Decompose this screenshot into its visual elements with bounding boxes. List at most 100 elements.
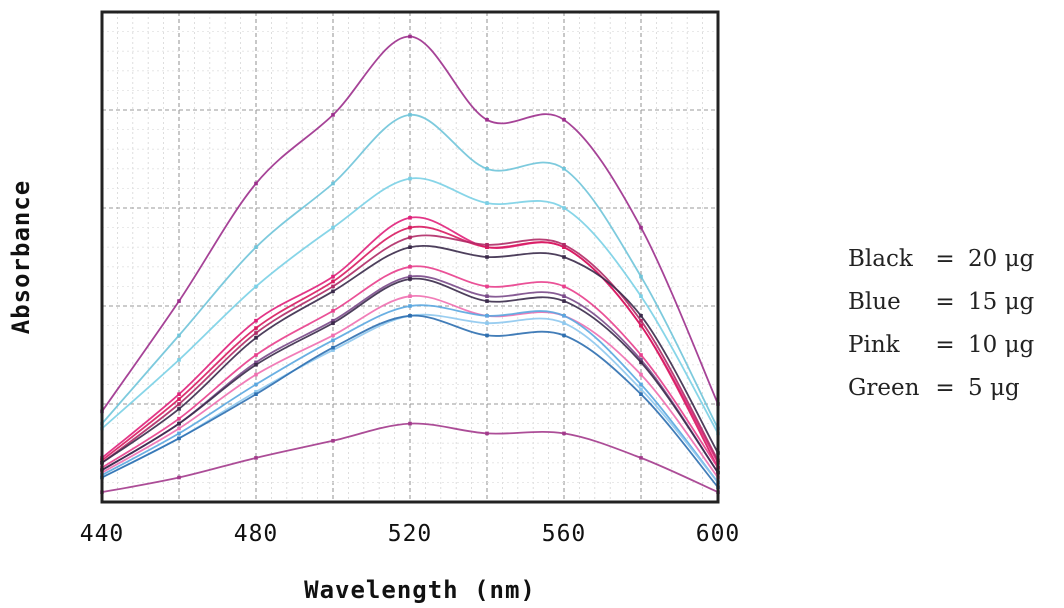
data-point [485, 314, 489, 318]
data-point [562, 255, 566, 259]
data-point [331, 290, 335, 294]
data-point [177, 422, 181, 426]
data-point [485, 201, 489, 205]
legend-label: Pink [848, 332, 901, 358]
legend-label: Green [848, 375, 920, 401]
legend-equals: = [935, 375, 954, 401]
legend-value: 15 μg [968, 289, 1035, 315]
data-point [639, 456, 643, 460]
data-point [331, 346, 335, 350]
data-point [177, 427, 181, 431]
data-point [485, 334, 489, 338]
data-point [331, 113, 335, 117]
data-point [408, 113, 412, 117]
legend-equals: = [935, 246, 954, 272]
data-point [485, 299, 489, 303]
data-point [485, 285, 489, 289]
data-point [331, 339, 335, 343]
data-point [639, 324, 643, 328]
data-point [408, 265, 412, 269]
data-point [408, 314, 412, 318]
data-point [639, 226, 643, 230]
data-point [254, 392, 258, 396]
legend-value: 20 μg [968, 246, 1035, 272]
legend-value: 10 μg [968, 332, 1035, 358]
data-point [485, 321, 489, 325]
data-point [562, 285, 566, 289]
data-point [485, 118, 489, 122]
data-point [177, 402, 181, 406]
x-tick-label: 480 [234, 521, 279, 547]
data-point [331, 321, 335, 325]
legend-label: Blue [848, 289, 901, 315]
data-point [254, 336, 258, 340]
legend: Black = 20 μg Blue = 15 μg Pink = 10 μg Green = 5 μ… [848, 246, 1035, 401]
x-tick-labels: 440 480 520 560 600 [80, 521, 741, 547]
data-point [639, 383, 643, 387]
data-point [331, 439, 335, 443]
data-point [408, 294, 412, 298]
legend-equals: = [935, 289, 954, 315]
data-point [639, 275, 643, 279]
data-point [562, 299, 566, 303]
data-point [408, 35, 412, 39]
data-point [254, 245, 258, 249]
data-point [562, 118, 566, 122]
data-point [177, 432, 181, 436]
data-point [254, 363, 258, 367]
data-point [408, 177, 412, 181]
data-point [562, 206, 566, 210]
data-point [408, 216, 412, 220]
data-point [562, 243, 566, 247]
data-point [562, 334, 566, 338]
data-point [562, 432, 566, 436]
data-point [485, 167, 489, 171]
data-point [408, 226, 412, 230]
data-point [562, 314, 566, 318]
legend-value: 5 μg [968, 375, 1020, 401]
x-tick-label: 440 [80, 521, 125, 547]
x-tick-label: 520 [388, 521, 433, 547]
data-point [331, 275, 335, 279]
data-point [331, 285, 335, 289]
data-point [562, 294, 566, 298]
data-point [485, 294, 489, 298]
data-point [254, 353, 258, 357]
data-point [331, 334, 335, 338]
x-tick-label: 560 [542, 521, 587, 547]
data-point [331, 280, 335, 284]
data-point [408, 277, 412, 281]
data-point [408, 245, 412, 249]
data-point [177, 358, 181, 362]
data-point [177, 437, 181, 441]
data-point [177, 417, 181, 421]
data-point [639, 353, 643, 357]
data-point [331, 226, 335, 230]
data-point [254, 331, 258, 335]
x-tick-label: 600 [696, 521, 741, 547]
data-point [408, 422, 412, 426]
data-point [562, 167, 566, 171]
data-point [485, 243, 489, 247]
data-point [254, 285, 258, 289]
data-point [639, 314, 643, 318]
data-point [177, 392, 181, 396]
legend-label: Black [848, 246, 914, 272]
data-point [254, 319, 258, 323]
data-point [639, 294, 643, 298]
data-point [177, 407, 181, 411]
data-point [485, 255, 489, 259]
data-point [254, 456, 258, 460]
data-point [254, 326, 258, 330]
x-axis-label: Wavelength (nm) [304, 576, 536, 604]
data-point [639, 392, 643, 396]
data-point [254, 373, 258, 377]
data-point [177, 476, 181, 480]
data-point [254, 383, 258, 387]
data-point [331, 309, 335, 313]
data-point [639, 388, 643, 392]
data-point [177, 299, 181, 303]
data-point [485, 432, 489, 436]
data-point [177, 334, 181, 338]
